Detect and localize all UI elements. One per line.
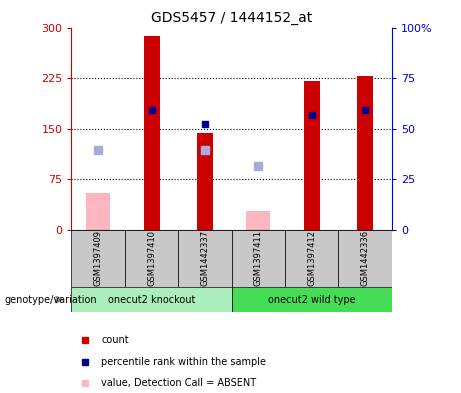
Title: GDS5457 / 1444152_at: GDS5457 / 1444152_at (151, 11, 312, 25)
Bar (338, 230, 392, 287)
Text: GSM1397412: GSM1397412 (307, 230, 316, 286)
Text: onecut2 wild type: onecut2 wild type (268, 295, 355, 305)
Bar (125, 230, 178, 287)
Text: GSM1397410: GSM1397410 (147, 230, 156, 286)
Bar (71, 287, 231, 312)
Text: GSM1442337: GSM1442337 (201, 230, 209, 286)
Bar (143, 36, 160, 230)
Text: value, Detection Call = ABSENT: value, Detection Call = ABSENT (101, 378, 256, 388)
Text: genotype/variation: genotype/variation (5, 295, 97, 305)
Bar (231, 287, 392, 312)
Bar (197, 134, 213, 230)
Text: count: count (101, 335, 129, 345)
Bar (178, 230, 231, 287)
Text: GSM1397411: GSM1397411 (254, 230, 263, 286)
Bar (71, 230, 125, 287)
Bar (86, 193, 110, 230)
Bar (304, 81, 320, 230)
Bar (285, 230, 338, 287)
Text: GSM1397409: GSM1397409 (94, 230, 103, 286)
Text: onecut2 knockout: onecut2 knockout (108, 295, 195, 305)
Bar (357, 76, 373, 230)
Text: percentile rank within the sample: percentile rank within the sample (101, 356, 266, 367)
Bar (231, 230, 285, 287)
Text: GSM1442336: GSM1442336 (361, 230, 370, 286)
Bar (246, 211, 270, 230)
